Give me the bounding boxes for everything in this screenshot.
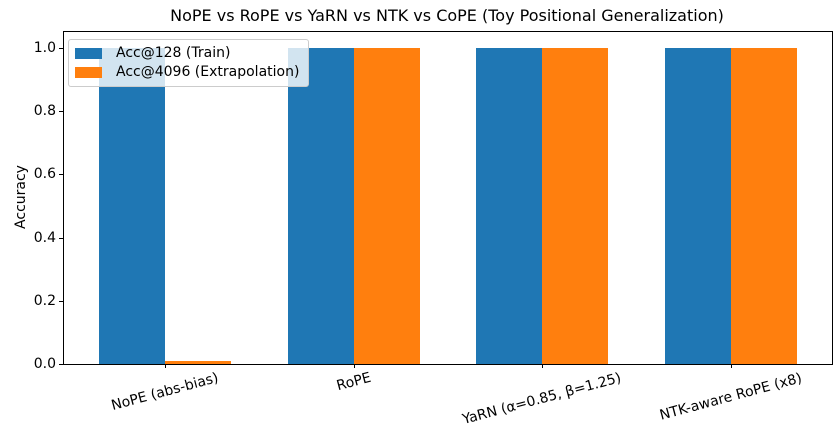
legend-swatch-train — [75, 48, 102, 59]
y-tick-label: 0.4 — [33, 229, 56, 246]
bar-series0-cat2 — [476, 47, 543, 364]
bar-series1-cat0 — [165, 360, 231, 364]
x-tick-mark — [165, 364, 166, 368]
y-tick-label: 1.0 — [33, 39, 56, 56]
bar-series0-cat1 — [287, 47, 354, 364]
y-tick-label: 0.6 — [33, 166, 56, 183]
legend: Acc@128 (Train) Acc@4096 (Extrapolation) — [68, 39, 310, 87]
bar-series1-cat3 — [731, 47, 797, 364]
x-tick-label: NTK-aware RoPE (x8) — [658, 369, 804, 424]
x-tick-mark — [353, 364, 355, 368]
y-tick-mark — [59, 364, 63, 365]
x-tick-mark — [731, 364, 732, 368]
y-tick-label: 0.2 — [33, 292, 56, 309]
x-tick-label: RoPE — [334, 369, 373, 395]
chart-title: NoPE vs RoPE vs YaRN vs NTK vs CoPE (Toy… — [170, 6, 724, 25]
y-tick-label: 0.8 — [33, 103, 56, 119]
y-tick-label: 0.0 — [33, 356, 56, 372]
x-tick-mark — [542, 364, 544, 368]
bar-series0-cat3 — [665, 47, 731, 364]
legend-label-train: Acc@128 (Train) — [116, 45, 231, 61]
legend-item-train: Acc@128 (Train) — [75, 45, 299, 62]
x-tick-label: NoPE (abs-bias) — [109, 369, 221, 414]
legend-swatch-extrapolation — [75, 67, 102, 78]
x-tick-label: YaRN (α=0.85, β=1.25) — [461, 370, 624, 428]
bar-series0-cat0 — [98, 47, 165, 364]
bar-series1-cat1 — [353, 47, 420, 364]
y-tick-mark — [59, 111, 63, 112]
bar-series1-cat2 — [542, 47, 609, 364]
y-tick-mark — [59, 174, 63, 176]
legend-item-extrapolation: Acc@4096 (Extrapolation) — [75, 64, 299, 81]
legend-label-extrapolation: Acc@4096 (Extrapolation) — [116, 64, 300, 80]
y-tick-mark — [59, 47, 63, 49]
y-tick-mark — [59, 237, 63, 239]
y-tick-mark — [59, 300, 63, 302]
